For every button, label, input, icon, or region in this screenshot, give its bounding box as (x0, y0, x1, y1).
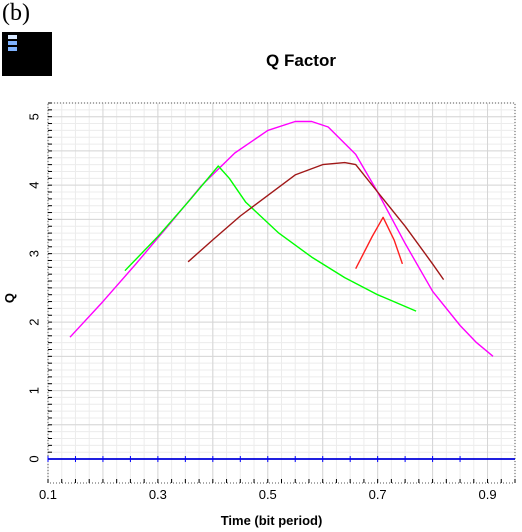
x-tick-label: 0.1 (39, 487, 57, 502)
y-tick-label: 5 (26, 113, 41, 120)
y-tick-label: 2 (26, 318, 41, 325)
y-axis-title: Q (2, 293, 17, 303)
panel-label: (b) (2, 0, 30, 26)
app-icon-bar (8, 35, 17, 39)
x-tick-label: 0.5 (259, 487, 277, 502)
y-tick-label: 0 (26, 455, 41, 462)
series-line-4 (355, 216, 404, 270)
x-axis-title: Time (bit period) (221, 513, 323, 528)
x-tick-label: 0.7 (369, 487, 387, 502)
y-tick-label: 3 (26, 250, 41, 257)
chart-title: Q Factor (266, 51, 336, 70)
series-line-2 (124, 165, 417, 312)
x-tick-label: 0.3 (149, 487, 167, 502)
y-tick-label: 1 (26, 387, 41, 394)
series-line-1 (69, 120, 494, 357)
app-icon (2, 32, 52, 76)
app-icon-bar (8, 47, 17, 51)
app-icon-bar (8, 41, 17, 45)
x-tick-label: 0.9 (478, 487, 496, 502)
series-line-3 (187, 161, 445, 281)
y-tick-label: 4 (26, 182, 41, 189)
